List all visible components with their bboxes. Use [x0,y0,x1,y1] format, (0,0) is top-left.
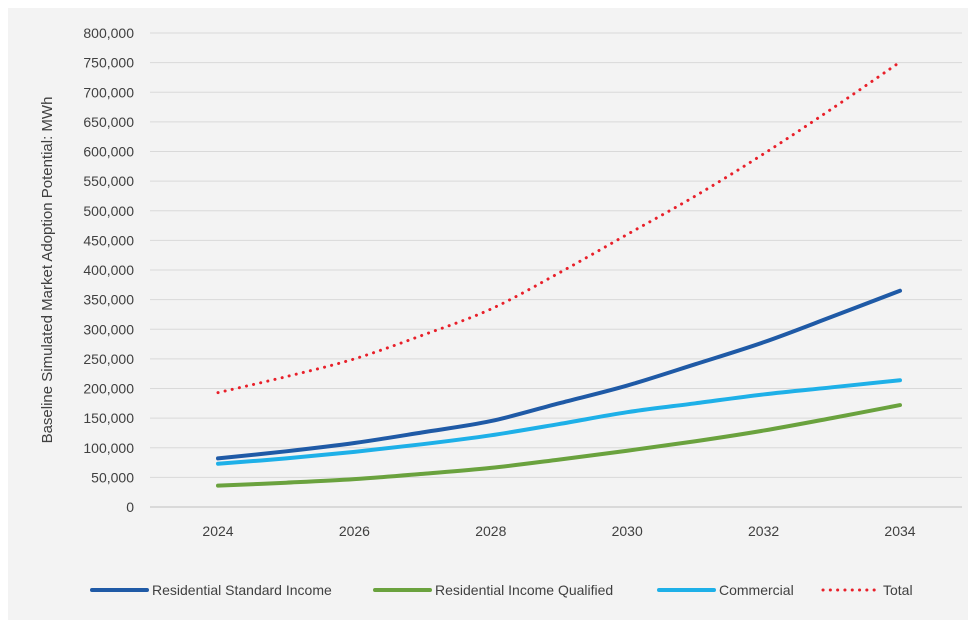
y-tick-label: 600,000 [83,144,134,160]
y-tick-label: 650,000 [83,114,134,130]
y-tick-label: 150,000 [83,410,134,426]
y-tick-label: 300,000 [83,321,134,337]
y-tick-label: 800,000 [83,25,134,41]
y-tick-label: 250,000 [83,351,134,367]
x-tick-label: 2026 [339,523,370,539]
gridlines [150,32,962,478]
x-tick-label: 2028 [475,523,506,539]
y-tick-label: 450,000 [83,232,134,248]
legend-label: Residential Income Qualified [435,582,613,598]
chart-frame [8,8,968,620]
x-tick-label: 2032 [748,523,779,539]
y-tick-label: 100,000 [83,440,134,456]
y-tick-label: 50,000 [91,469,134,485]
series-line [216,403,902,488]
legend-label: Residential Standard Income [152,582,332,598]
y-tick-label: 500,000 [83,203,134,219]
legend-label: Commercial [719,582,794,598]
legend-label: Total [883,582,913,598]
y-tick-label: 750,000 [83,55,134,71]
y-tick-label: 700,000 [83,84,134,100]
series-line [216,60,902,395]
x-tick-labels: 2024 2026 2028 2030 2032 2034 [202,523,915,539]
series-line [216,378,902,466]
x-tick-label: 2030 [612,523,643,539]
series-lines [216,60,902,488]
y-axis-label: Baseline Simulated Market Adoption Poten… [39,97,56,444]
y-tick-label: 400,000 [83,262,134,278]
x-tick-label: 2034 [884,523,915,539]
y-tick-labels: 0 50,000 100,000 150,000 200,000 250,000 300,0… [83,25,134,515]
legend: Residential Standard Income Residential I… [90,582,913,598]
y-tick-label: 350,000 [83,292,134,308]
x-tick-label: 2024 [202,523,233,539]
y-tick-label: 550,000 [83,173,134,189]
series-line [216,288,902,461]
y-tick-label: 0 [126,499,134,515]
y-tick-label: 200,000 [83,381,134,397]
